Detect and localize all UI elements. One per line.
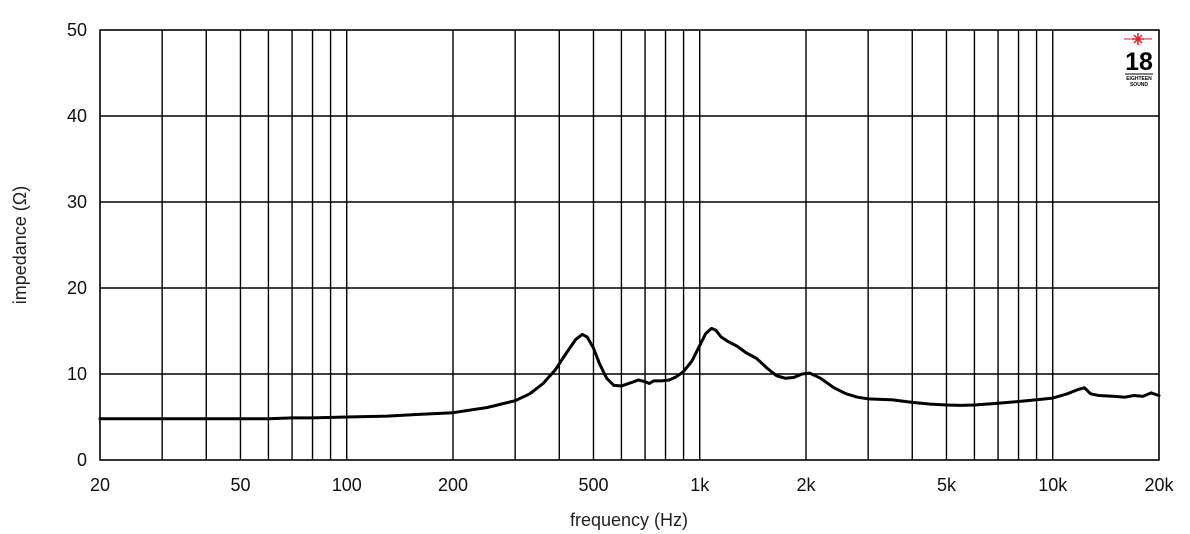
x-tick-label: 50 <box>230 475 250 495</box>
y-tick-label: 10 <box>67 364 87 384</box>
x-tick-label: 20k <box>1144 475 1174 495</box>
logo-line1: EIGHTEEN <box>1126 76 1152 82</box>
y-tick-label: 30 <box>67 192 87 212</box>
y-axis-ticks: 0 10 20 30 40 50 <box>67 20 87 470</box>
x-tick-label: 200 <box>438 475 468 495</box>
logo-number: 18 <box>1125 48 1153 76</box>
y-tick-label: 40 <box>67 106 87 126</box>
x-axis-label: frequency (Hz) <box>570 510 688 530</box>
star-icon <box>1124 33 1152 45</box>
x-tick-label: 500 <box>578 475 608 495</box>
y-tick-label: 50 <box>67 20 87 40</box>
x-tick-label: 20 <box>90 475 110 495</box>
x-tick-label: 100 <box>332 475 362 495</box>
y-tick-label: 0 <box>77 450 87 470</box>
y-axis-label: impedance (Ω) <box>10 186 30 305</box>
x-tick-label: 1k <box>690 475 710 495</box>
plot-frame <box>99 29 1160 461</box>
x-tick-label: 2k <box>796 475 816 495</box>
x-tick-label: 10k <box>1038 475 1068 495</box>
x-tick-label: 5k <box>937 475 957 495</box>
x-axis-ticks: 20 50 100 200 500 1k 2k 5k 10k 20k <box>90 475 1175 495</box>
y-tick-label: 20 <box>67 278 87 298</box>
logo-line2: SOUND <box>1130 82 1148 88</box>
gridlines <box>100 30 1159 460</box>
impedance-curve <box>98 326 1161 421</box>
brand-logo: 18 EIGHTEEN SOUND <box>1124 33 1153 88</box>
